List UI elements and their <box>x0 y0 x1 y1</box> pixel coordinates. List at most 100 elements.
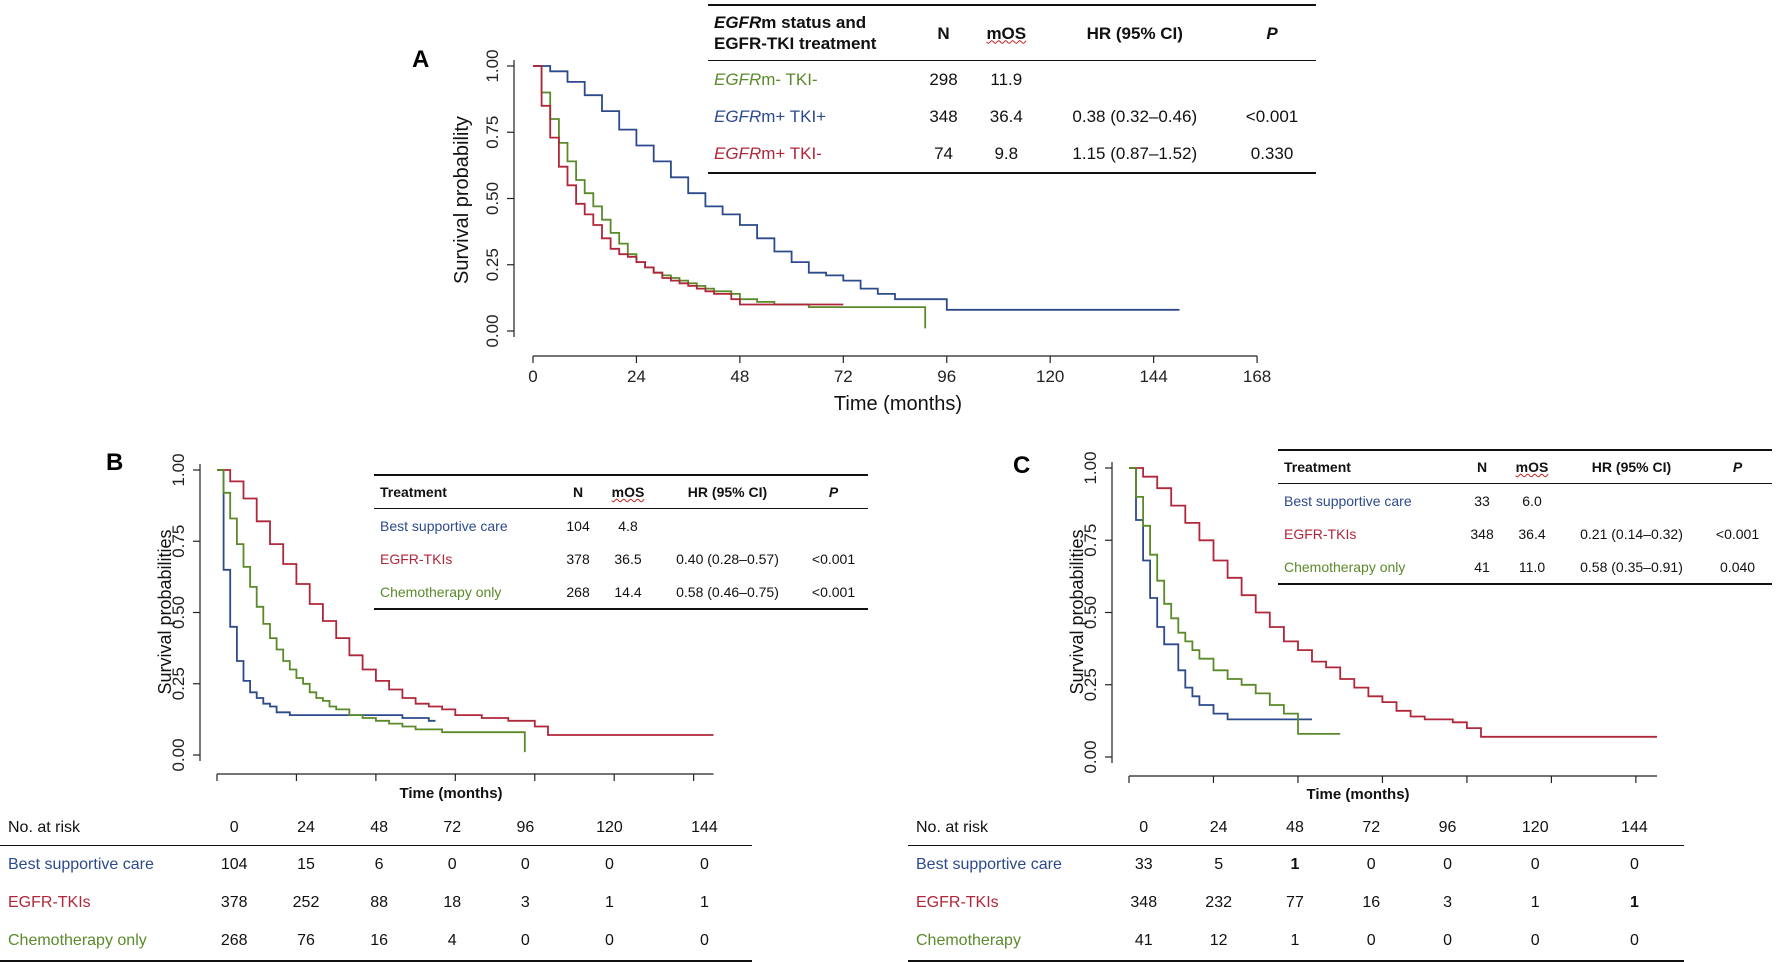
risk-time: 120 <box>1485 811 1585 846</box>
risk-cell: 16 <box>370 932 389 949</box>
risk-cell: 252 <box>292 894 320 911</box>
y-tick-label: 0.00 <box>169 738 188 771</box>
cell-hr: 0.21 (0.14–0.32) <box>1580 525 1683 542</box>
cell-p: <0.001 <box>811 550 856 567</box>
risk-time: 0 <box>1107 811 1181 846</box>
cell-p <box>1228 61 1316 99</box>
table-row: EGFRm+ TKI- 74 9.8 1.15 (0.87–1.52) 0.33… <box>708 135 1316 173</box>
risk-cell: 0 <box>1443 856 1452 873</box>
panel-a-plot: A 0.00 0.25 0.50 0.75 1.00 0 24 48 72 96 120 144 168 T… <box>412 46 1271 415</box>
risk-cell: 0 <box>1629 932 1639 949</box>
cell-mos: 4.8 <box>618 517 638 534</box>
header-mos: mOS <box>600 475 656 509</box>
km-curve-chemotherapy-only <box>1129 467 1341 735</box>
risk-cell: 1 <box>1629 894 1639 911</box>
risk-row-label: Best supportive care <box>916 856 1062 873</box>
risk-cell: 1 <box>1530 894 1540 911</box>
cell-hr: 1.15 (0.87–1.52) <box>1072 143 1198 163</box>
cell-p: 0.040 <box>1720 558 1756 575</box>
row-label: Chemotherapy only <box>380 583 502 600</box>
cell-n: 33 <box>1474 492 1490 509</box>
x-tick-label: 96 <box>937 367 956 386</box>
risk-cell: 268 <box>220 932 248 949</box>
row-label-text: m+ TKI- <box>761 143 822 163</box>
row-label: EGFRm+ TKI+ <box>708 98 916 135</box>
risk-cell: 76 <box>297 932 315 949</box>
risk-time: 48 <box>1256 811 1334 846</box>
risk-row-label: EGFR-TKIs <box>916 894 999 911</box>
header-n: N <box>1460 450 1505 484</box>
header-mos-text: mOS <box>986 23 1027 43</box>
km-curve-egfr-tkis <box>1129 467 1657 738</box>
header-treatment: Treatment <box>374 475 556 509</box>
y-tick-label: 1.00 <box>169 453 188 486</box>
risk-cell: 0 <box>520 856 530 873</box>
cell-n: 348 <box>1470 525 1494 542</box>
header-mos-text: mOS <box>1515 459 1549 475</box>
cell-hr <box>1042 61 1229 99</box>
cell-p: <0.001 <box>811 583 856 600</box>
risk-time: 0 <box>199 811 270 846</box>
y-tick-label: 0.50 <box>1081 596 1100 629</box>
x-tick-label: 168 <box>1243 367 1271 386</box>
risk-cell: 1 <box>604 894 614 911</box>
header-hr: HR (95% CI) <box>655 475 800 509</box>
table-header-row: Treatment N mOS HR (95% CI) P <box>1278 450 1772 484</box>
risk-time: 96 <box>1409 811 1486 846</box>
cell-n: 298 <box>929 69 958 89</box>
row-prefix: EGFR <box>714 143 762 163</box>
cell-hr <box>656 509 799 543</box>
risk-cell: 41 <box>1134 932 1153 949</box>
header-hr: HR (95% CI) <box>1041 5 1229 61</box>
risk-time: 24 <box>1180 811 1257 846</box>
panel-letter: C <box>1013 452 1030 479</box>
risk-cell: 12 <box>1209 932 1228 949</box>
cell-p: 0.330 <box>1250 143 1294 163</box>
risk-cell: 348 <box>1130 894 1158 911</box>
risk-row: Best supportive care 104 15 6 0 0 0 0 <box>0 846 752 885</box>
row-label-text: m+ TKI+ <box>761 106 827 126</box>
panel-c-summary-table: Treatment N mOS HR (95% CI) P Best suppo… <box>1278 449 1772 585</box>
risk-header-row: No. at risk 0 24 48 72 96 120 144 <box>0 811 752 846</box>
risk-title: No. at risk <box>908 811 1107 846</box>
risk-time: 72 <box>415 811 489 846</box>
x-tick-label: 0 <box>528 367 537 386</box>
y-tick-label: 0.75 <box>1081 524 1100 557</box>
header-prefix: EGFR <box>714 13 762 32</box>
row-label: EGFR-TKIs <box>1284 525 1357 542</box>
risk-cell: 0 <box>1629 856 1639 873</box>
x-tick-label: 144 <box>1139 367 1167 386</box>
row-label: Chemotherapy only <box>1284 558 1406 575</box>
cell-p: <0.001 <box>1715 525 1760 542</box>
risk-time: 144 <box>656 811 752 846</box>
x-tick-label: 48 <box>730 367 749 386</box>
risk-time: 144 <box>1584 811 1684 846</box>
y-tick-label: 0.50 <box>169 596 188 629</box>
header-treatment: EGFRm status and EGFR-TKI treatment <box>708 5 916 61</box>
row-label: Best supportive care <box>380 517 508 534</box>
panel-a-summary-table: EGFRm status and EGFR-TKI treatment N mO… <box>708 4 1316 174</box>
y-axis-title: Survival probability <box>451 116 473 284</box>
risk-cell: 3 <box>1443 894 1452 911</box>
header-p: P <box>1228 5 1316 61</box>
risk-cell: 0 <box>604 856 614 873</box>
km-curve-best-supportive-care <box>217 469 436 722</box>
risk-cell: 1 <box>1290 856 1300 873</box>
cell-hr: 0.58 (0.35–0.91) <box>1580 558 1683 575</box>
cell-n: 268 <box>566 583 590 600</box>
km-curve-egfrm-tki- <box>533 65 844 306</box>
y-axis-title: Survival probabilities <box>155 529 175 694</box>
cell-n: 74 <box>934 143 953 163</box>
cell-mos: 14.4 <box>614 583 642 600</box>
cell-mos: 36.4 <box>1518 525 1546 542</box>
table-row: Chemotherapy only 268 14.4 0.58 (0.46–0.… <box>374 575 868 609</box>
risk-cell: 1 <box>700 894 709 911</box>
risk-cell: 378 <box>220 894 248 911</box>
y-tick-label: 0.00 <box>483 314 502 347</box>
row-prefix: EGFR <box>714 106 762 126</box>
risk-cell: 0 <box>1366 932 1376 949</box>
risk-row: EGFR-TKIs 348 232 77 16 3 1 1 <box>908 884 1684 922</box>
header-mos: mOS <box>971 5 1042 61</box>
risk-row-label: Chemotherapy <box>916 932 1021 949</box>
